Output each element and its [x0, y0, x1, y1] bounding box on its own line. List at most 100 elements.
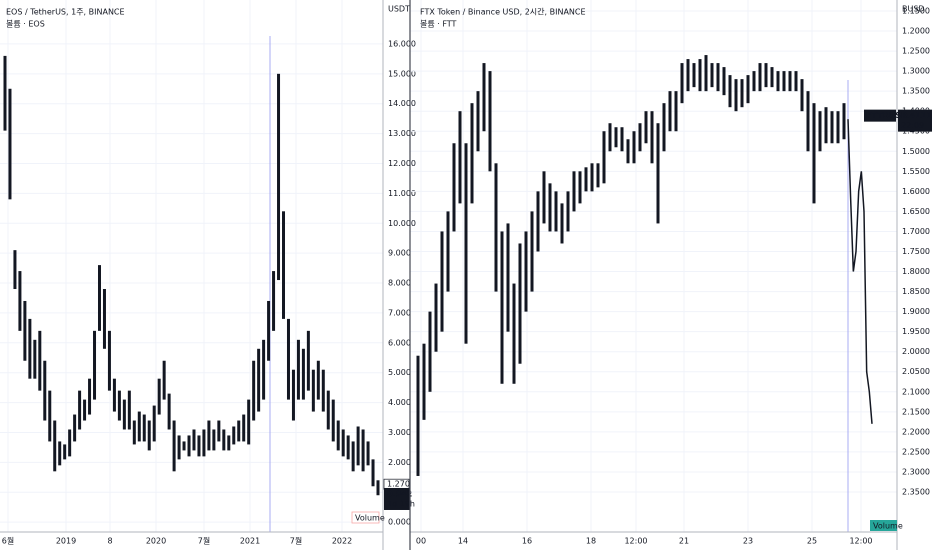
candle	[530, 211, 534, 292]
candle	[662, 103, 666, 152]
candle	[596, 163, 600, 188]
chart-title: EOS / TetherUS, 1주, BINANCE	[6, 8, 125, 17]
candle	[812, 103, 816, 204]
candle	[262, 339, 266, 400]
candle	[554, 191, 558, 232]
candle	[296, 339, 300, 400]
candle	[162, 360, 166, 400]
x-tick-label: 18	[586, 537, 596, 546]
volume-box	[351, 511, 380, 524]
y-tick-label: 1.8000	[902, 267, 930, 276]
candle	[572, 171, 576, 212]
candle	[107, 330, 111, 391]
volume-label: Volume	[873, 522, 903, 531]
y-tick-label: 2.1000	[902, 387, 930, 396]
candle	[710, 63, 714, 88]
y-tick-label: 11.000	[388, 189, 416, 198]
candle	[692, 63, 696, 88]
candle	[152, 405, 156, 442]
candle	[117, 390, 121, 421]
x-tick-label: 14	[458, 537, 468, 546]
candle	[23, 300, 27, 361]
candle	[272, 271, 276, 331]
candle	[53, 420, 57, 472]
y-tick-label: 15.000	[388, 69, 416, 78]
y-tick-label: 1.2000	[902, 27, 930, 36]
candle	[326, 390, 330, 430]
candle	[842, 103, 846, 140]
candle	[83, 399, 87, 421]
y-tick-label: 1.9000	[902, 307, 930, 316]
y-tick-label: 1.7500	[902, 247, 930, 256]
y-tick-label: 3.000	[388, 428, 411, 437]
candle	[157, 378, 161, 415]
x-tick-label: 12:00	[624, 537, 647, 546]
candle	[620, 127, 624, 152]
candle	[434, 283, 438, 352]
candle	[452, 143, 456, 232]
candle	[668, 91, 672, 132]
y-tick-label: 1.5500	[902, 167, 930, 176]
x-tick-label: 2022	[332, 537, 352, 546]
candle	[566, 191, 570, 232]
candle	[177, 435, 181, 460]
y-tick-label: 4.000	[388, 398, 411, 407]
candle	[3, 55, 7, 131]
candle	[446, 211, 450, 292]
candle	[28, 318, 32, 379]
candle	[776, 71, 780, 92]
candle	[212, 429, 216, 451]
candle	[202, 429, 206, 457]
candle	[97, 265, 101, 331]
candle	[356, 426, 360, 466]
candle	[674, 91, 678, 132]
x-tick-label: 2019	[56, 537, 76, 546]
candle	[422, 343, 426, 420]
candle	[63, 444, 67, 460]
candle	[371, 459, 375, 487]
candle	[428, 311, 432, 392]
candle	[800, 79, 804, 112]
candle	[740, 79, 744, 108]
x-tick-label: 2020	[146, 537, 166, 546]
candle	[43, 360, 47, 421]
candle	[464, 143, 468, 344]
y-tick-label: 2.0000	[902, 347, 930, 356]
y-tick-label: 1.3500	[902, 87, 930, 96]
candle	[8, 88, 12, 200]
candle	[584, 167, 588, 192]
y-tick-label: 14.000	[388, 99, 416, 108]
candle	[321, 369, 325, 412]
candle	[291, 369, 295, 421]
y-tick-label: 13.000	[388, 129, 416, 138]
candle	[524, 231, 528, 312]
candle	[656, 123, 660, 224]
candle	[58, 441, 62, 466]
candle	[440, 231, 444, 332]
y-tick-label: 1.6500	[902, 207, 930, 216]
candle	[458, 111, 462, 204]
x-tick-label: 7월	[290, 536, 302, 546]
candle	[93, 330, 97, 400]
x-tick-label: 23	[743, 537, 753, 546]
y-tick-label: 2.0500	[902, 367, 930, 376]
symbol-label: FTTBUSD	[866, 111, 908, 120]
candle	[277, 73, 281, 281]
candle	[122, 399, 126, 430]
x-tick-label: 8	[107, 537, 112, 546]
candle	[316, 360, 320, 400]
candle	[416, 355, 420, 476]
candle	[686, 59, 690, 92]
candle	[836, 111, 840, 144]
price-line	[847, 119, 873, 424]
y-tick-label: 12.000	[388, 159, 416, 168]
candle	[698, 59, 702, 92]
candle	[192, 429, 196, 451]
last-price-label: 1.4111	[901, 111, 932, 120]
candle	[301, 348, 305, 400]
y-tick-label: 5.000	[388, 368, 411, 377]
candle	[346, 435, 350, 460]
candle	[222, 429, 226, 451]
candle	[341, 429, 345, 457]
candle	[227, 435, 231, 451]
